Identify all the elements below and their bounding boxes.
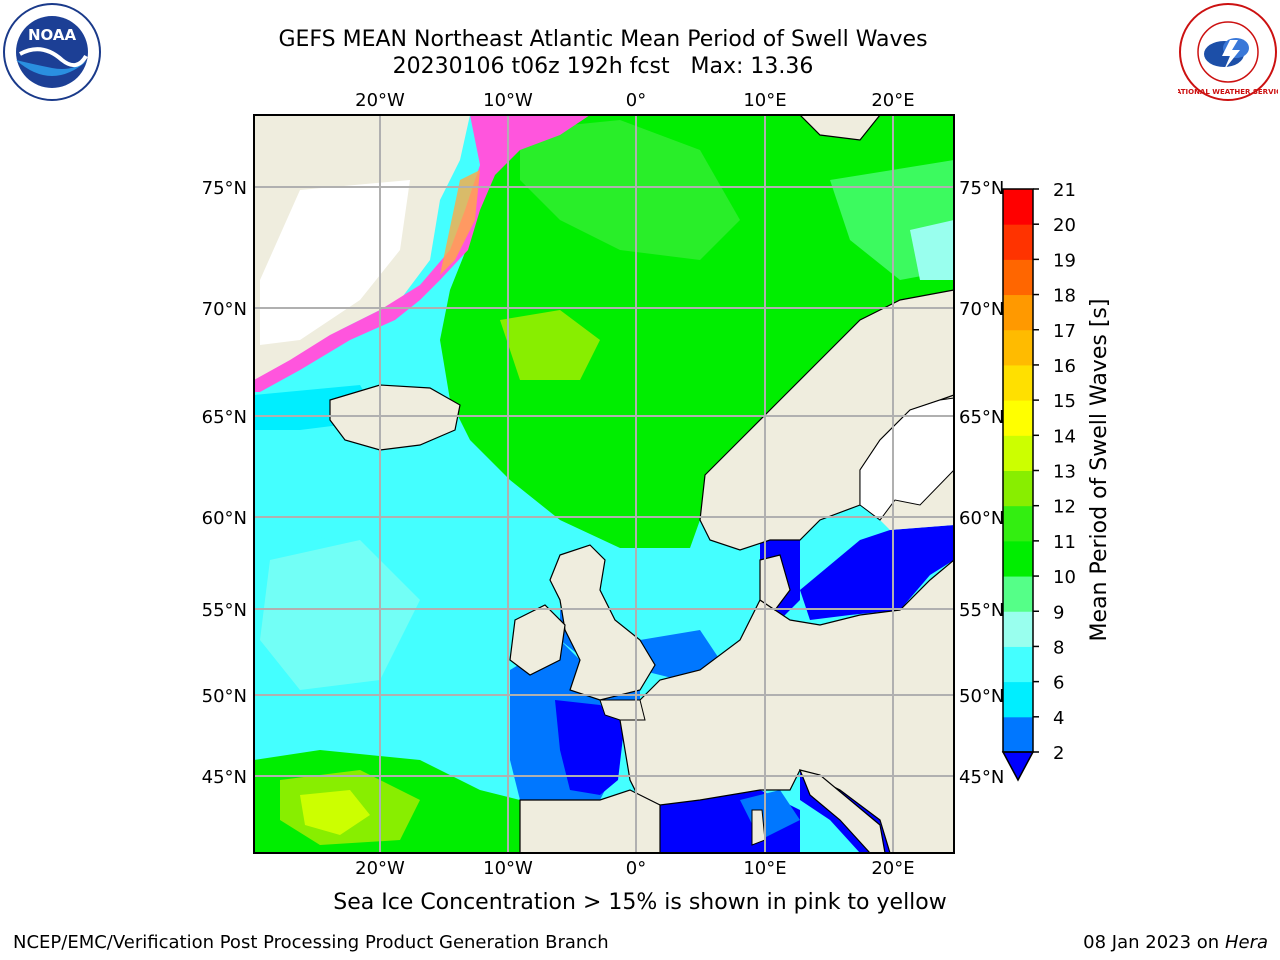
biscay-deep-blue — [555, 700, 625, 795]
colorbar-segment — [1003, 470, 1033, 507]
lat-label-right: 65°N — [959, 407, 1004, 428]
footer-date-text: 08 Jan 2023 on — [1083, 932, 1225, 953]
lon-label-bottom: 10°W — [483, 858, 533, 879]
iberia-land — [519, 789, 661, 853]
colorbar-tick-label: 11 — [1053, 532, 1076, 553]
lon-label-bottom: 10°E — [743, 858, 786, 879]
colorbar-segment — [1003, 189, 1033, 225]
colorbar-tick-label: 17 — [1053, 321, 1076, 342]
footer-credit: NCEP/EMC/Verification Post Processing Pr… — [13, 932, 609, 953]
colorbar-segment — [1003, 576, 1033, 612]
sea-ice-edge — [254, 115, 590, 392]
lat-label-left: 70°N — [202, 299, 247, 320]
lon-labels-bottom: 20°W 10°W 0° 10°E 20°E — [355, 858, 914, 879]
brittany-land — [599, 699, 646, 721]
lat-label-right: 55°N — [959, 600, 1004, 621]
lat-label-left: 75°N — [202, 178, 247, 199]
colorbar-segment — [1003, 681, 1033, 718]
lat-label-left: 45°N — [202, 767, 247, 788]
map-title: GEFS MEAN Northeast Atlantic Mean Period… — [278, 27, 928, 52]
sea-ice-yellow-edge — [440, 170, 480, 275]
colorbar-tick-label: 20 — [1053, 215, 1076, 236]
colorbar-segment — [1003, 224, 1033, 260]
footer-host: Hera — [1224, 932, 1268, 953]
colorbar-segment — [1003, 364, 1033, 401]
green-patch — [520, 120, 740, 260]
colorbar-tick-label: 9 — [1053, 602, 1064, 623]
iceland-land — [329, 384, 461, 451]
noaa-logo-text: NOAA — [28, 26, 77, 44]
footer-date: 08 Jan 2023 on Hera — [1083, 932, 1268, 953]
lon-label-top: 20°W — [355, 90, 405, 111]
map-frame — [253, 114, 955, 854]
baltic-blue — [800, 525, 954, 620]
colorbar-tick-label: 2 — [1053, 743, 1064, 764]
colorbar-segment — [1003, 716, 1033, 753]
lat-label-right: 50°N — [959, 686, 1004, 707]
lon-labels-top: 20°W 10°W 0° 10°E 20°E — [355, 90, 914, 111]
colorbar-tick-label: 6 — [1053, 673, 1064, 694]
colorbar-tick-label: 12 — [1053, 497, 1076, 518]
colorbar-segment — [1003, 259, 1033, 296]
colorbar-tick-label: 13 — [1053, 462, 1076, 483]
lat-label-left: 50°N — [202, 686, 247, 707]
colorbar-extension — [1001, 751, 1035, 782]
greenland-ice — [260, 180, 410, 345]
colorbar-tick-label: 18 — [1053, 286, 1076, 307]
colorbar-segment — [1003, 294, 1033, 331]
nws-logo-text: NATIONAL WEATHER SERVICE — [1178, 88, 1278, 96]
nws-logo-icon: NATIONAL WEATHER SERVICE — [1178, 3, 1278, 101]
lat-label-right: 60°N — [959, 508, 1004, 529]
italy-land — [799, 769, 886, 853]
colorbar-tick-label: 16 — [1053, 356, 1076, 377]
forecast-subtitle: 20230106 t06z 192h fcst Max: 13.36 — [392, 54, 814, 79]
lon-label-top: 20°E — [871, 90, 914, 111]
svalbard-land — [799, 115, 881, 141]
lat-label-right: 70°N — [959, 299, 1004, 320]
colorbar-segment — [1003, 329, 1033, 366]
sweden-finland-snow — [859, 397, 954, 521]
colorbar-tick-label: 8 — [1053, 637, 1064, 658]
denmark-land — [759, 554, 791, 611]
map-field — [254, 115, 954, 853]
lat-labels-right: 75°N 70°N 65°N 60°N 55°N 50°N 45°N — [959, 178, 1004, 788]
lat-label-left: 65°N — [202, 407, 247, 428]
lon-label-bottom: 20°E — [871, 858, 914, 879]
southwest-yellow-patch — [300, 790, 370, 835]
pale-cyan-patch — [910, 220, 954, 280]
lon-label-top: 10°E — [743, 90, 786, 111]
lon-label-top: 0° — [626, 90, 646, 111]
colorbar-tick-label: 14 — [1053, 426, 1076, 447]
lon-label-bottom: 0° — [626, 858, 646, 879]
lat-label-right: 45°N — [959, 767, 1004, 788]
sea-ice-note: Sea Ice Concentration > 15% is shown in … — [333, 890, 947, 915]
colorbar: 2 4 6 8 9 10 11 12 13 14 15 16 17 18 19 20 21 — [1001, 180, 1076, 782]
lon-label-top: 10°W — [483, 90, 533, 111]
colorbar-segment — [1003, 540, 1033, 577]
noaa-logo-icon: NOAA — [3, 3, 101, 101]
colorbar-segment — [1003, 505, 1033, 542]
colorbar-tick-label: 19 — [1053, 250, 1076, 271]
lat-label-right: 75°N — [959, 178, 1004, 199]
lat-label-left: 55°N — [202, 600, 247, 621]
lon-label-bottom: 20°W — [355, 858, 405, 879]
colorbar-tick-label: 4 — [1053, 708, 1064, 729]
north-sea-south-blue — [640, 630, 720, 680]
colorbar-segment — [1003, 611, 1033, 647]
colorbar-tick-label: 10 — [1053, 567, 1076, 588]
colorbar-segment — [1003, 435, 1033, 471]
ireland-land — [509, 604, 566, 676]
lat-labels-left: 75°N 70°N 65°N 60°N 55°N 50°N 45°N — [202, 178, 247, 788]
colorbar-segment — [1003, 400, 1033, 436]
lat-label-left: 60°N — [202, 508, 247, 529]
yellowgreen-patch — [500, 310, 600, 380]
colorbar-label: Mean Period of Swell Waves [s] — [1087, 299, 1112, 642]
colorbar-tick-label: 21 — [1053, 180, 1076, 201]
colorbar-segment — [1003, 646, 1033, 683]
colorbar-tick-label: 15 — [1053, 391, 1076, 412]
graticule — [254, 115, 954, 853]
